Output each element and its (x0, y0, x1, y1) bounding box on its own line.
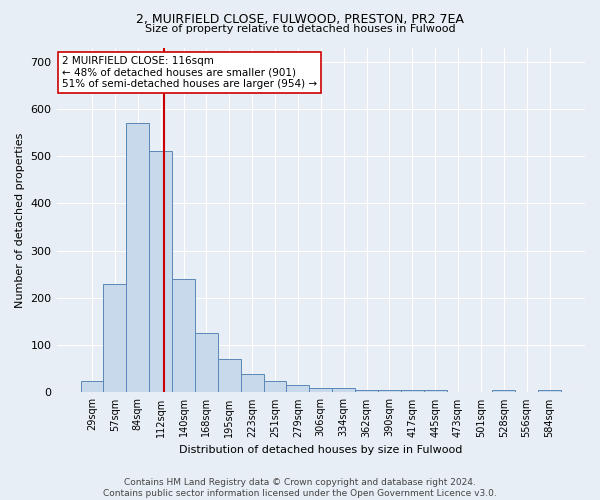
Bar (401, 390, 424, 392)
Bar (310, 388, 332, 392)
Bar (493, 390, 515, 392)
X-axis label: Distribution of detached houses by size in Fulwood: Distribution of detached houses by size … (179, 445, 463, 455)
Text: Contains HM Land Registry data © Crown copyright and database right 2024.
Contai: Contains HM Land Registry data © Crown c… (103, 478, 497, 498)
Text: 2, MUIRFIELD CLOSE, FULWOOD, PRESTON, PR2 7EA: 2, MUIRFIELD CLOSE, FULWOOD, PRESTON, PR… (136, 12, 464, 26)
Bar (80, 380, 103, 392)
Bar (538, 390, 561, 392)
Bar (286, 386, 310, 392)
Bar (378, 390, 401, 392)
Y-axis label: Number of detached properties: Number of detached properties (15, 132, 25, 308)
Bar (424, 390, 446, 392)
Bar (172, 279, 195, 392)
Bar (263, 380, 286, 392)
Bar (332, 388, 355, 392)
Text: Size of property relative to detached houses in Fulwood: Size of property relative to detached ho… (145, 24, 455, 34)
Bar (149, 152, 172, 392)
Bar (241, 374, 263, 392)
Bar (103, 284, 127, 393)
Bar (355, 390, 378, 392)
Text: 2 MUIRFIELD CLOSE: 116sqm
← 48% of detached houses are smaller (901)
51% of semi: 2 MUIRFIELD CLOSE: 116sqm ← 48% of detac… (62, 56, 317, 90)
Bar (127, 123, 149, 392)
Bar (218, 360, 241, 392)
Bar (195, 334, 218, 392)
